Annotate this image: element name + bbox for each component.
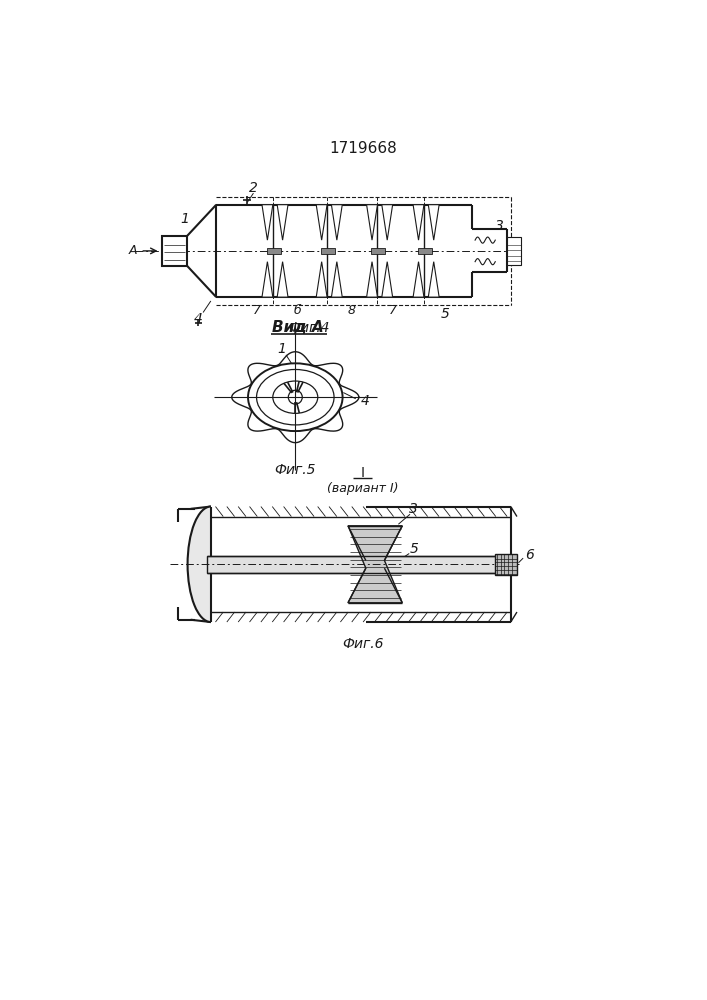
Polygon shape (277, 262, 288, 297)
Polygon shape (316, 262, 327, 297)
Text: (вариант I): (вариант I) (327, 482, 399, 495)
Text: 1719668: 1719668 (329, 141, 397, 156)
Polygon shape (262, 205, 273, 240)
Text: А: А (129, 244, 137, 257)
Text: б: б (293, 304, 301, 317)
Text: 7: 7 (389, 304, 397, 317)
Text: 7: 7 (253, 304, 262, 317)
Text: 3: 3 (495, 219, 503, 233)
Polygon shape (332, 262, 342, 297)
Text: 1: 1 (277, 342, 286, 356)
Text: 1: 1 (181, 212, 189, 226)
Polygon shape (413, 205, 424, 240)
Text: 8: 8 (348, 304, 356, 317)
Polygon shape (382, 262, 392, 297)
Polygon shape (367, 205, 378, 240)
Text: Фиг.4: Фиг.4 (288, 321, 330, 335)
Bar (267, 248, 281, 254)
Bar (162, 236, 187, 266)
Polygon shape (316, 205, 327, 240)
Text: 2: 2 (249, 181, 258, 195)
Polygon shape (428, 262, 439, 297)
Ellipse shape (187, 507, 234, 622)
Polygon shape (262, 262, 273, 297)
Text: 3: 3 (409, 502, 419, 516)
Text: 4: 4 (194, 312, 203, 326)
Bar (507, 237, 521, 265)
Text: Фиг.5: Фиг.5 (274, 463, 316, 477)
Bar (495, 554, 517, 575)
Text: I: I (361, 466, 365, 480)
Text: Фиг.6: Фиг.6 (342, 637, 383, 651)
Polygon shape (367, 262, 378, 297)
Bar (321, 248, 335, 254)
Bar (418, 248, 432, 254)
Text: 4: 4 (361, 394, 370, 408)
Polygon shape (332, 205, 342, 240)
Polygon shape (428, 205, 439, 240)
Polygon shape (348, 526, 402, 603)
Text: 5: 5 (440, 307, 450, 321)
Text: Вид А: Вид А (271, 320, 323, 335)
Bar (207, 556, 499, 573)
Polygon shape (382, 205, 392, 240)
Polygon shape (413, 262, 424, 297)
Text: 6: 6 (525, 548, 534, 562)
Text: 5: 5 (409, 542, 419, 556)
Polygon shape (277, 205, 288, 240)
Bar (371, 248, 385, 254)
Bar (211, 503, 366, 626)
